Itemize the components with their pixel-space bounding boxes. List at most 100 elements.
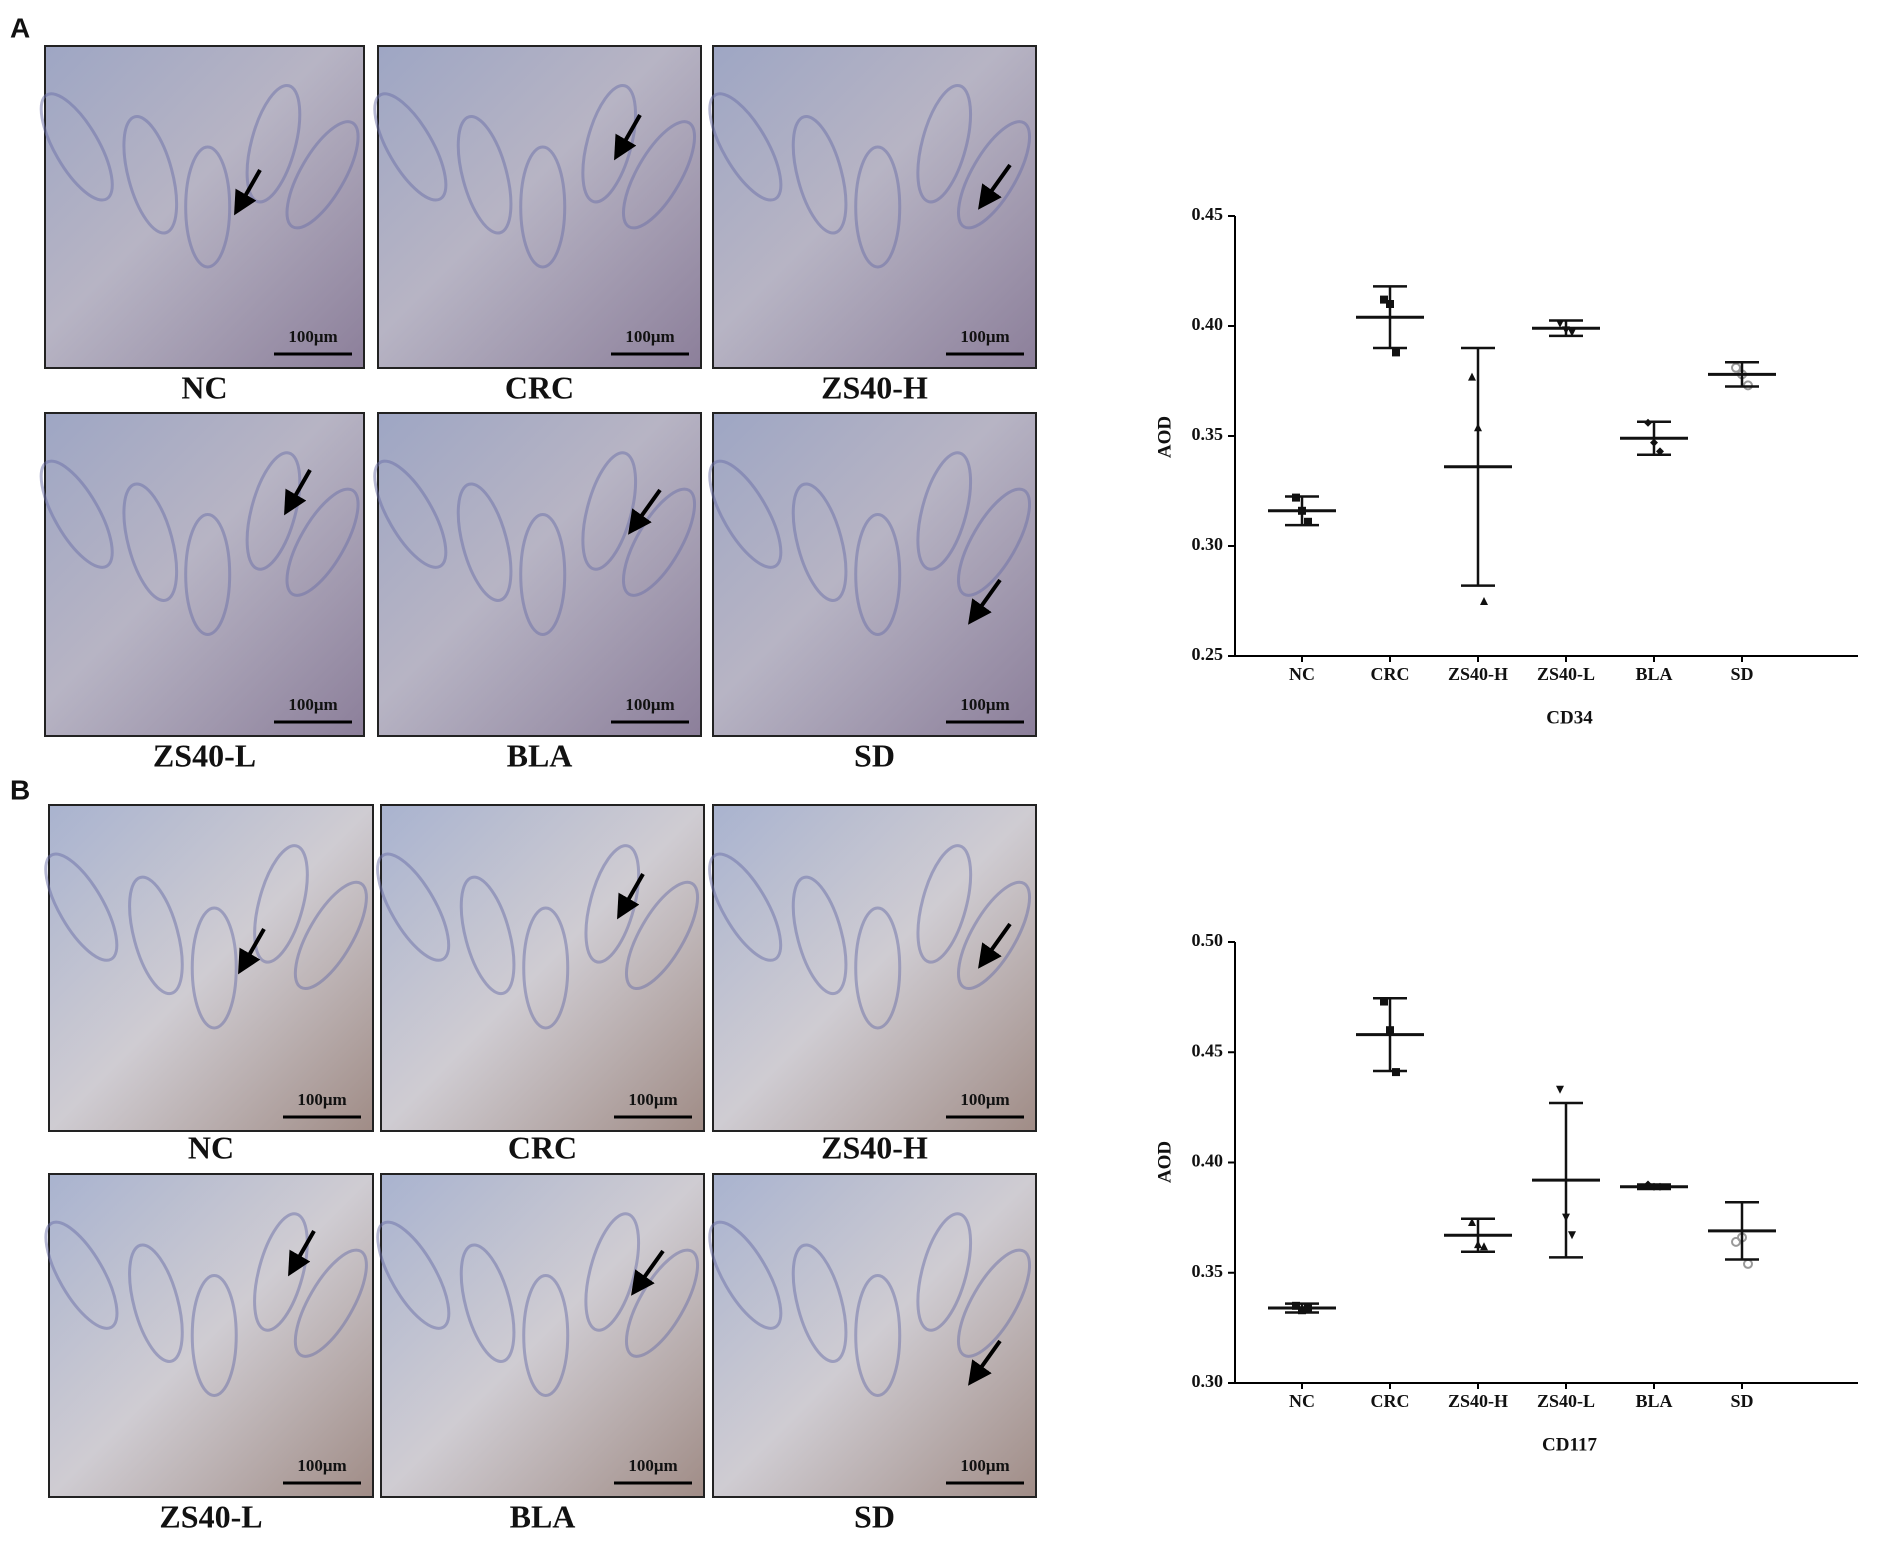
- x-tick-label: CRC: [1371, 664, 1410, 684]
- arrow: [968, 1339, 1002, 1386]
- y-tick-label: 0.30: [1192, 1371, 1224, 1391]
- tissue-gland: [245, 451, 302, 571]
- scale-bar-label: 100μm: [625, 695, 674, 714]
- tissue-gland: [376, 1220, 451, 1330]
- scale-bar-label: 100μm: [628, 1456, 677, 1475]
- scale-bar-label: 100μm: [960, 1456, 1009, 1475]
- micrograph: 100μm: [373, 412, 702, 737]
- scale-bar-label: 100μm: [625, 327, 674, 346]
- tissue-gland: [373, 459, 448, 569]
- x-tick-label: ZS40-H: [1448, 1391, 1508, 1411]
- y-tick-label: 0.30: [1192, 534, 1224, 554]
- tissue-gland: [956, 120, 1032, 230]
- arrow: [978, 922, 1012, 969]
- y-tick-label: 0.40: [1192, 314, 1224, 334]
- data-point: [1743, 1258, 1753, 1269]
- x-axis-title: CD34: [1546, 707, 1593, 728]
- micrograph-image: [712, 804, 1037, 1132]
- micrograph-image: [377, 45, 702, 369]
- y-tick-label: 0.25: [1192, 644, 1224, 664]
- x-tick-label: BLA: [1635, 664, 1672, 684]
- tissue-gland: [456, 482, 513, 602]
- micrograph-image: [380, 804, 705, 1132]
- arrow: [288, 1230, 316, 1277]
- scale-bar-label: 100μm: [628, 1090, 677, 1109]
- tissue-gland: [522, 906, 570, 1030]
- tissue-gland: [253, 1212, 309, 1332]
- x-tick-label: BLA: [1635, 1391, 1672, 1411]
- micrograph: 100μm: [373, 45, 702, 369]
- arrow: [968, 578, 1002, 625]
- tissue-gland: [519, 145, 567, 269]
- scale-bar-label: 100μm: [288, 695, 337, 714]
- micrograph-image: [712, 1173, 1037, 1498]
- x-tick-label: ZS40-L: [1537, 664, 1595, 684]
- tissue-gland: [708, 92, 783, 202]
- micrograph-image: [44, 45, 365, 369]
- x-tick-label: SD: [1730, 1391, 1753, 1411]
- tissue-gland: [854, 145, 902, 269]
- image-label: ZS40-H: [821, 1129, 928, 1165]
- micrograph: 100μm: [708, 804, 1037, 1132]
- tissue-gland: [854, 513, 902, 636]
- image-label: CRC: [505, 369, 574, 405]
- data-point: [1480, 597, 1488, 605]
- x-tick-label: CRC: [1371, 1391, 1410, 1411]
- tissue-gland: [621, 120, 697, 230]
- tissue-gland: [285, 120, 360, 230]
- x-tick-label: ZS40-H: [1448, 664, 1508, 684]
- image-label: NC: [181, 369, 227, 405]
- micrograph-image: [712, 412, 1037, 737]
- micrograph: 100μm: [44, 804, 374, 1132]
- image-label: ZS40-L: [153, 737, 256, 773]
- image-label: SD: [854, 737, 895, 773]
- x-axis-title: CD117: [1542, 1434, 1597, 1455]
- image-label: SD: [854, 1498, 895, 1534]
- data-point: [1556, 319, 1564, 328]
- panel-letter: B: [10, 774, 30, 805]
- micrograph-image: [380, 1173, 705, 1498]
- data-point: [1731, 362, 1741, 373]
- y-tick-label: 0.40: [1192, 1151, 1224, 1171]
- x-tick-label: NC: [1289, 1391, 1315, 1411]
- y-tick-label: 0.45: [1192, 204, 1224, 224]
- data-point: [1304, 517, 1312, 526]
- y-tick-label: 0.50: [1192, 930, 1224, 950]
- tissue-gland: [916, 1212, 973, 1332]
- arrow: [631, 1249, 665, 1296]
- tissue-gland: [708, 852, 783, 962]
- data-point: [1656, 447, 1664, 456]
- tissue-gland: [956, 487, 1032, 597]
- tissue-gland: [184, 145, 232, 269]
- micrograph: 100μm: [708, 45, 1037, 369]
- tissue-gland: [285, 487, 360, 597]
- data-point: [1380, 295, 1388, 304]
- tissue-gland: [456, 115, 513, 235]
- tissue-gland: [791, 875, 848, 996]
- micrograph-image: [48, 804, 374, 1132]
- tissue-gland: [854, 906, 902, 1030]
- image-label: BLA: [510, 1498, 576, 1534]
- tissue-gland: [245, 83, 302, 204]
- tissue-gland: [44, 852, 119, 962]
- y-tick-label: 0.35: [1192, 1261, 1224, 1281]
- data-point: [1392, 348, 1400, 357]
- tissue-gland: [190, 1274, 238, 1397]
- tissue-gland: [293, 1248, 368, 1358]
- y-tick-label: 0.45: [1192, 1040, 1224, 1060]
- tissue-gland: [522, 1274, 570, 1397]
- tissue-gland: [916, 844, 973, 964]
- scale-bar-label: 100μm: [297, 1456, 346, 1475]
- tissue-gland: [459, 1243, 516, 1363]
- micrograph-image: [712, 45, 1037, 369]
- tissue-gland: [791, 1243, 848, 1363]
- arrow: [284, 469, 312, 516]
- tissue-gland: [39, 92, 114, 202]
- data-point: [1380, 997, 1388, 1006]
- tissue-gland: [253, 844, 309, 964]
- tissue-gland: [916, 83, 973, 204]
- data-point: [1292, 1301, 1300, 1310]
- image-label: CRC: [508, 1129, 577, 1165]
- arrow: [628, 488, 662, 535]
